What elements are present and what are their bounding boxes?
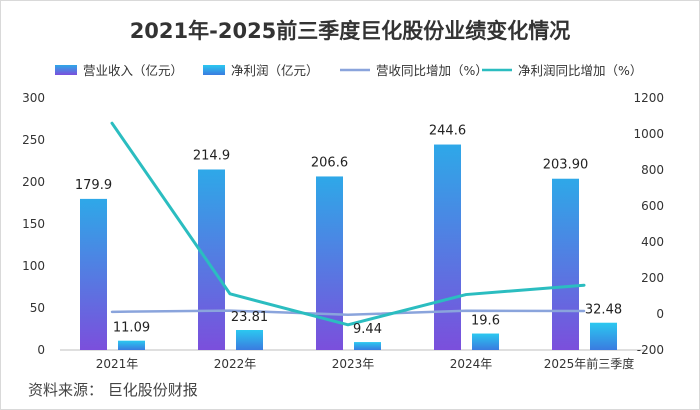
category-label: 2024年: [450, 357, 493, 371]
revenue-bar: [80, 198, 107, 350]
legend-label: 净利润同比增加（%）: [518, 63, 642, 78]
legend-label: 净利润（亿元）: [231, 63, 319, 78]
right-tick-label: 800: [641, 163, 664, 177]
right-tick-label: 600: [641, 199, 664, 213]
left-axis: 0 50 100 150 200 250 300: [22, 91, 45, 357]
legend-label: 营收同比增加（%）: [376, 63, 488, 78]
revenue-value-label: 179.9: [75, 178, 112, 193]
right-tick-label: 1200: [633, 91, 664, 105]
left-tick-label: 50: [30, 301, 45, 315]
left-tick-label: 250: [22, 133, 45, 147]
profit-value-label: 32.48: [585, 303, 622, 318]
profit-bar: [118, 340, 145, 350]
category-label: 2021年: [96, 357, 139, 371]
profit-value-label: 23.81: [231, 310, 268, 325]
category-label: 2023年: [332, 357, 375, 371]
category-label: 2025年前三季度: [544, 356, 635, 371]
revenue-bar: [198, 169, 225, 350]
profit-bar: [590, 322, 617, 350]
right-tick-label: 400: [641, 235, 664, 249]
revenue-value-label: 203.90: [543, 158, 589, 173]
left-tick-label: 300: [22, 91, 45, 105]
right-axis: -200 0 200 400 600 800 1000 1200: [633, 91, 664, 357]
right-tick-label: 0: [656, 307, 664, 321]
legend-swatch: [55, 65, 77, 75]
lines: [110, 121, 586, 327]
profit-value-label: 11.09: [113, 321, 150, 336]
legend-swatch: [203, 65, 225, 75]
revenue-value-label: 214.9: [193, 148, 230, 163]
right-tick-label: 1000: [633, 127, 664, 141]
profit-value-label: 19.6: [471, 314, 500, 329]
revenue-bar: [552, 178, 579, 350]
left-tick-label: 150: [22, 217, 45, 231]
left-tick-label: 0: [37, 343, 45, 357]
profit-bar: [354, 342, 381, 350]
profit-value-label: 9.44: [353, 322, 382, 337]
x-axis: 2021年 2022年 2023年 2024年 2025年前三季度: [96, 356, 635, 371]
profit-growth-line: [110, 121, 586, 327]
profit-bar: [472, 333, 499, 350]
right-tick-label: -200: [637, 343, 664, 357]
revenue-growth-line: [110, 309, 586, 316]
revenue-bar: [434, 144, 461, 350]
revenue-value-label: 244.6: [429, 124, 466, 139]
profit-bar: [236, 329, 263, 350]
left-tick-label: 200: [22, 175, 45, 189]
category-label: 2022年: [214, 357, 257, 371]
bar-labels: 179.9 11.09 214.9 23.81 206.6 9.44 244.6 19.6 20…: [75, 124, 622, 338]
legend: 营业收入（亿元） 净利润（亿元） 营收同比增加（%） 净利润同比增加（%）: [55, 63, 642, 78]
source-note: 资料来源： 巨化股份财报: [28, 381, 198, 399]
revenue-value-label: 206.6: [311, 155, 348, 170]
chart-title: 2021年-2025前三季度巨化股份业绩变化情况: [130, 19, 571, 43]
left-tick-label: 100: [22, 259, 45, 273]
legend-label: 营业收入（亿元）: [83, 63, 183, 78]
right-tick-label: 200: [641, 271, 664, 285]
